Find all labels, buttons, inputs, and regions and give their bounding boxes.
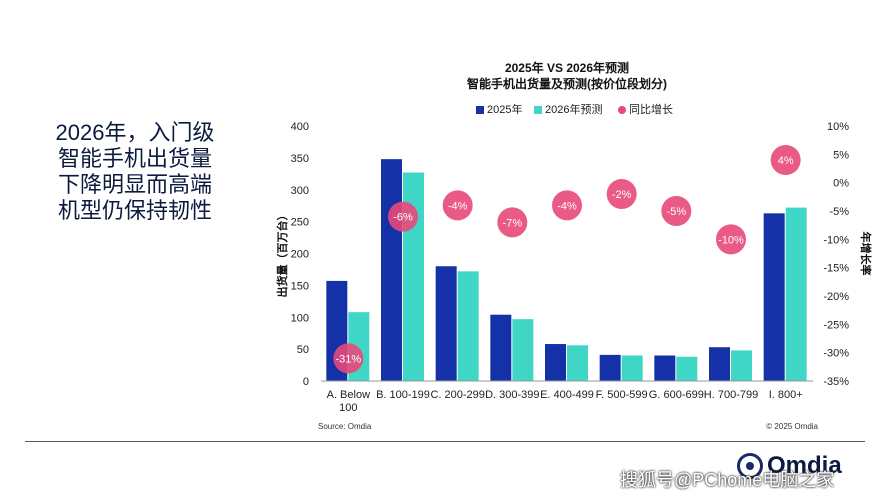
y-tick-label: 200 (291, 249, 309, 261)
legend-swatch-1 (476, 106, 484, 114)
omdia-logo-icon (737, 453, 763, 479)
y-axis-title: 出货量（百万台） (275, 210, 289, 298)
headline-line: 机型仍保持韧性 (57, 198, 212, 223)
y2-tick-label: -5% (829, 206, 849, 218)
growth-marker (606, 179, 637, 209)
y2-tick-label: -15% (823, 263, 849, 275)
x-tick-label: A. Below (327, 389, 370, 401)
y-tick-label: 100 (291, 312, 309, 324)
x-tick-label: E. 400-499 (540, 389, 594, 401)
y2-tick-label: 5% (833, 149, 849, 161)
growth-marker (770, 145, 801, 175)
legend-label-growth: 同比增长 (629, 102, 673, 116)
growth-marker (442, 190, 473, 221)
bar-2026 (676, 356, 698, 381)
growth-marker (388, 201, 418, 232)
y-tick-label: 250 (291, 217, 309, 229)
growth-label: -7% (503, 217, 523, 229)
y2-tick-label: -10% (823, 234, 849, 246)
bar-2026 (512, 319, 534, 381)
bar-2026 (457, 271, 479, 381)
x-tick-label: 100 (339, 402, 357, 414)
growth-label: -31% (335, 353, 361, 365)
legend-label-1: 2025年 (487, 102, 522, 116)
bar-2026 (621, 355, 643, 381)
y2-axis-title: 年增长率 (859, 232, 873, 276)
headline-line: 2026年，入门级 (55, 120, 215, 145)
watermark: 搜狐号@PChome电脑之家 (620, 470, 835, 490)
growth-label: -2% (612, 189, 632, 201)
bar-2025 (654, 355, 676, 381)
omdia-logo-text: Omdia (767, 452, 842, 479)
bar-2026 (731, 350, 752, 381)
growth-label: -5% (667, 206, 687, 218)
growth-label: -6% (393, 212, 413, 224)
growth-marker (497, 207, 528, 238)
x-tick-label: I. 800+ (769, 389, 803, 401)
legend-swatch-growth (618, 106, 626, 114)
bar-2025 (599, 354, 621, 381)
y-tick-label: 400 (291, 121, 309, 133)
chart-subtitle: 智能手机出货量及预测(按价位段划分) (466, 76, 667, 91)
bar-2025 (435, 266, 457, 381)
growth-marker (333, 343, 364, 374)
y-tick-label: 0 (303, 376, 309, 388)
y2-tick-label: -30% (823, 348, 849, 360)
bar-2025 (490, 314, 512, 381)
chart-title: 2025年 VS 2026年预测 (505, 60, 629, 75)
headline-line: 下降明显而高端 (57, 172, 212, 197)
x-tick-label: B. 100-199 (376, 389, 430, 401)
x-tick-label: C. 200-299 (430, 389, 484, 401)
bar-2025 (709, 347, 730, 381)
source-note: Source: Omdia (318, 422, 372, 431)
bar-2026 (785, 207, 807, 381)
legend-swatch-2 (534, 106, 542, 114)
y-tick-label: 300 (291, 185, 309, 197)
copyright-note: © 2025 Omdia (766, 422, 818, 431)
bar-2025 (381, 159, 402, 381)
x-tick-label: G. 600-699 (649, 389, 704, 401)
y-tick-label: 150 (291, 280, 309, 292)
growth-label: -4% (448, 200, 468, 212)
y2-tick-label: -35% (823, 376, 849, 388)
y2-tick-label: 10% (827, 121, 849, 133)
bar-2025 (545, 344, 566, 381)
legend-label-2: 2026年预测 (545, 102, 602, 116)
y2-tick-label: -25% (823, 319, 849, 331)
x-tick-label: H. 700-799 (704, 389, 758, 401)
x-tick-label: D. 300-399 (485, 389, 539, 401)
x-tick-label: F. 500-599 (596, 389, 648, 401)
growth-label: 4% (778, 155, 794, 167)
growth-marker (716, 224, 746, 255)
y-tick-label: 50 (297, 344, 309, 356)
growth-label: -4% (557, 200, 577, 212)
growth-marker (552, 190, 582, 221)
growth-marker (661, 196, 692, 226)
headline-line: 智能手机出货量 (57, 146, 212, 171)
bar-2025 (763, 213, 785, 381)
omdia-logo: Omdia (737, 452, 842, 480)
y-tick-label: 350 (291, 153, 309, 165)
divider (25, 441, 865, 442)
bar-2026 (567, 345, 588, 381)
headline: 2026年，入门级 智能手机出货量 下降明显而高端 机型仍保持韧性 (40, 120, 230, 224)
y2-tick-label: -20% (823, 291, 849, 303)
y2-tick-label: 0% (833, 178, 849, 190)
growth-label: -10% (718, 234, 744, 246)
